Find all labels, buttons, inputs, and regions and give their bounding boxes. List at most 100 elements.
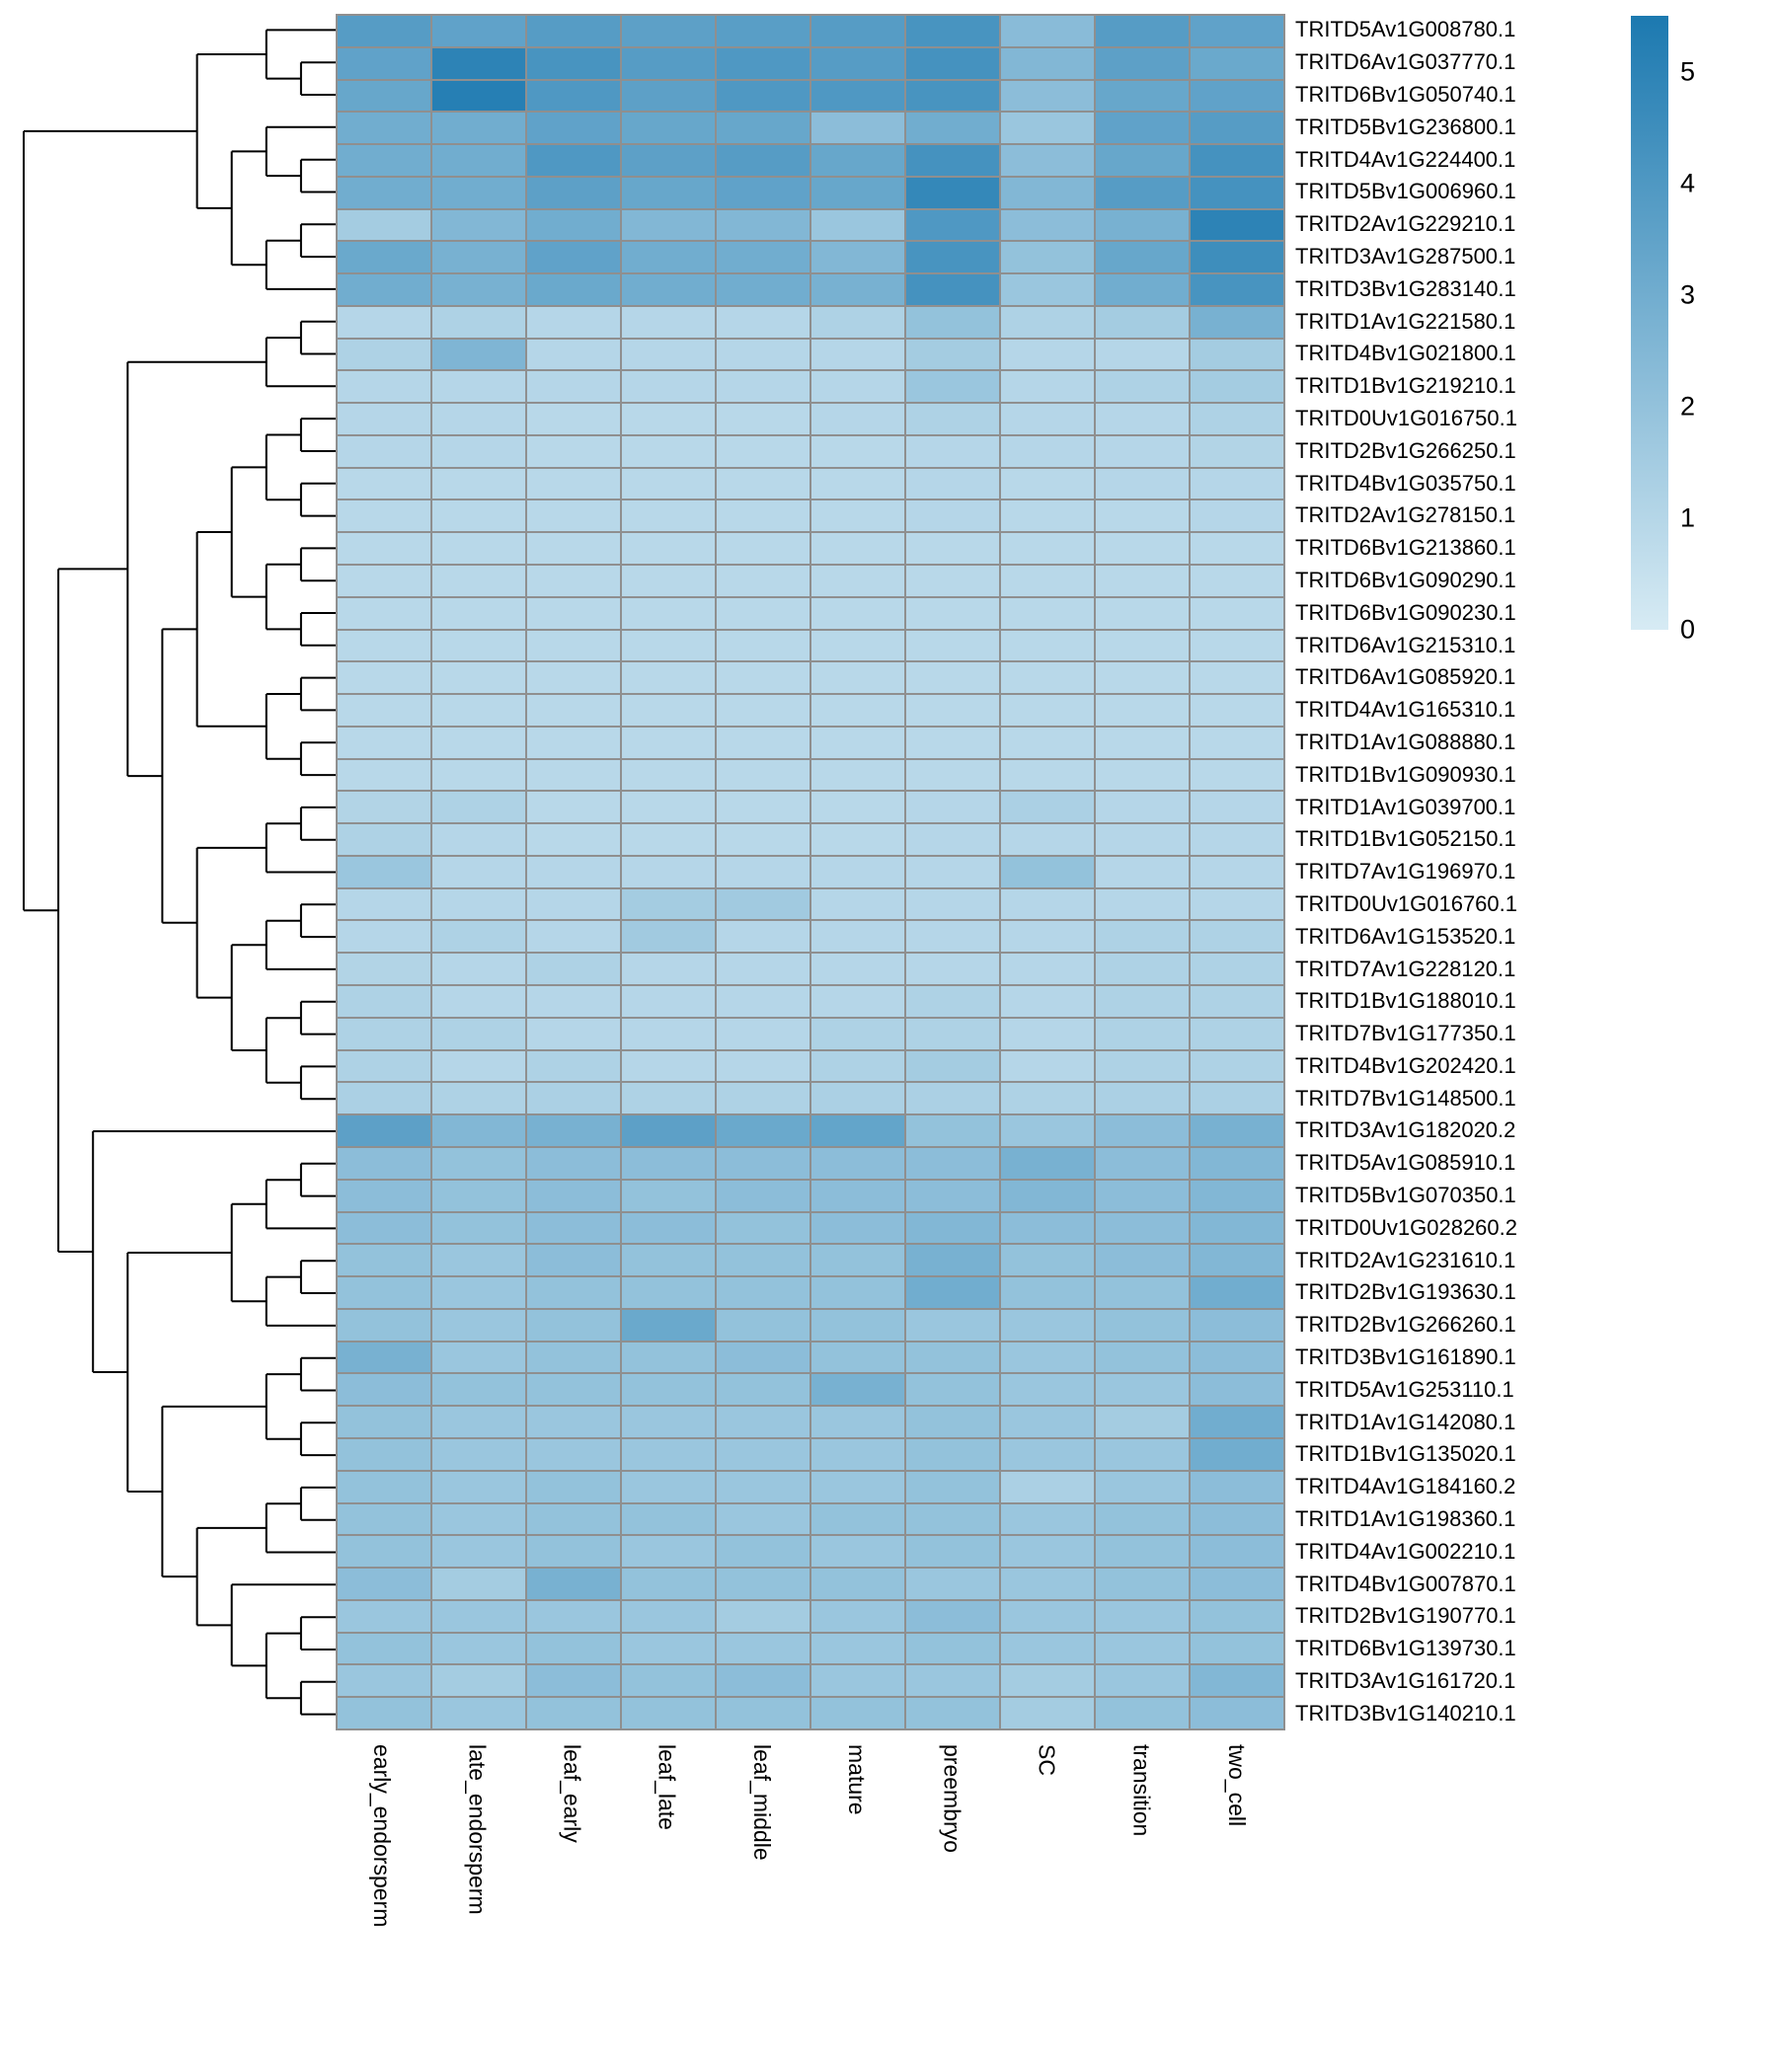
- heatmap-cell: [717, 1471, 810, 1502]
- heatmap-cell: [1191, 339, 1283, 370]
- heatmap-cell: [1001, 1147, 1094, 1179]
- heatmap-cell: [527, 597, 620, 629]
- heatmap-cell: [432, 1018, 525, 1049]
- legend-tick-label: 3: [1680, 279, 1696, 310]
- heatmap-cell: [1096, 954, 1189, 985]
- heatmap-cell: [906, 1115, 999, 1146]
- heatmap-cell: [906, 1277, 999, 1308]
- heatmap-cell: [338, 630, 430, 661]
- heatmap-cell: [906, 113, 999, 144]
- heatmap-cell: [1096, 339, 1189, 370]
- heatmap-cell: [1191, 209, 1283, 241]
- heatmap-cell: [432, 727, 525, 758]
- heatmap-cell: [717, 274, 810, 305]
- heatmap-cell: [811, 47, 904, 79]
- heatmap-cell: [717, 1342, 810, 1373]
- heatmap-cell: [1001, 1569, 1094, 1599]
- heatmap-cell: [622, 1050, 715, 1082]
- heatmap-cell: [338, 1569, 430, 1599]
- heatmap-cell: [717, 16, 810, 46]
- heatmap-cell: [432, 1569, 525, 1599]
- heatmap-cell: [906, 1471, 999, 1502]
- heatmap-cell: [622, 792, 715, 823]
- heatmap-cell: [717, 242, 810, 273]
- heatmap-cell: [432, 209, 525, 241]
- heatmap-cell: [717, 1277, 810, 1308]
- heatmap-cell: [1096, 16, 1189, 46]
- heatmap-cell: [717, 1245, 810, 1276]
- heatmap-cell: [432, 113, 525, 144]
- heatmap-cell: [527, 274, 620, 305]
- row-label: TRITD2Av1G231610.1: [1295, 1247, 1516, 1272]
- heatmap-cell: [338, 371, 430, 403]
- heatmap-cell: [527, 630, 620, 661]
- heatmap-cell: [1191, 888, 1283, 920]
- heatmap-cell: [527, 986, 620, 1017]
- heatmap-cell: [1096, 759, 1189, 791]
- heatmap-cell: [717, 1503, 810, 1535]
- heatmap-cell: [338, 47, 430, 79]
- heatmap-cell: [622, 47, 715, 79]
- row-label: TRITD3Bv1G161890.1: [1295, 1344, 1516, 1370]
- column-label: preembryo: [939, 1744, 965, 1853]
- column-label: leaf_late: [654, 1744, 680, 1830]
- heatmap-cell: [906, 1698, 999, 1728]
- heatmap-cell: [811, 1600, 904, 1632]
- heatmap-cell: [1191, 500, 1283, 532]
- heatmap-cell: [622, 1536, 715, 1568]
- heatmap-cell: [717, 566, 810, 596]
- heatmap-cell: [432, 1083, 525, 1114]
- heatmap-cell: [338, 274, 430, 305]
- heatmap-cell: [622, 209, 715, 241]
- heatmap-cell: [1096, 371, 1189, 403]
- heatmap-cell: [527, 371, 620, 403]
- heatmap-cell: [717, 662, 810, 694]
- heatmap-cell: [622, 339, 715, 370]
- heatmap-cell: [1191, 404, 1283, 434]
- heatmap-cell: [1001, 1245, 1094, 1276]
- heatmap-cell: [1096, 1536, 1189, 1568]
- heatmap-cell: [338, 500, 430, 532]
- heatmap-cell: [432, 1147, 525, 1179]
- heatmap-cell: [906, 1536, 999, 1568]
- heatmap-cell: [1001, 1018, 1094, 1049]
- heatmap-cell: [906, 630, 999, 661]
- heatmap-cell: [338, 177, 430, 208]
- heatmap-cell: [338, 1245, 430, 1276]
- heatmap-cell: [811, 339, 904, 370]
- heatmap-cell: [906, 1245, 999, 1276]
- heatmap-cell: [1001, 1115, 1094, 1146]
- heatmap-cell: [811, 1180, 904, 1211]
- heatmap-cell: [432, 1503, 525, 1535]
- heatmap-cell: [1001, 759, 1094, 791]
- heatmap-cell: [432, 1633, 525, 1664]
- heatmap-cell: [1001, 1471, 1094, 1502]
- heatmap-cell: [432, 759, 525, 791]
- row-label: TRITD4Av1G184160.2: [1295, 1474, 1516, 1499]
- heatmap-cell: [1096, 1665, 1189, 1697]
- heatmap-cell: [717, 1147, 810, 1179]
- heatmap-cell: [432, 824, 525, 855]
- heatmap-cell: [432, 1050, 525, 1082]
- heatmap-cell: [338, 1342, 430, 1373]
- row-label: TRITD0Uv1G028260.2: [1295, 1214, 1517, 1240]
- heatmap-cell: [1191, 1471, 1283, 1502]
- heatmap-cell: [906, 1309, 999, 1341]
- heatmap-cell: [1096, 597, 1189, 629]
- heatmap-cell: [1191, 1212, 1283, 1244]
- heatmap-cell: [338, 1309, 430, 1341]
- heatmap-cell: [622, 1342, 715, 1373]
- heatmap-cell: [338, 435, 430, 467]
- heatmap-cell: [622, 1309, 715, 1341]
- heatmap-cell: [622, 242, 715, 273]
- row-label: TRITD1Bv1G188010.1: [1295, 988, 1516, 1014]
- heatmap-cell: [527, 954, 620, 985]
- heatmap-cell: [1001, 954, 1094, 985]
- heatmap-cell: [338, 1277, 430, 1308]
- heatmap-cell: [811, 597, 904, 629]
- heatmap-cell: [527, 16, 620, 46]
- heatmap-cell: [1191, 16, 1283, 46]
- heatmap-cell: [1096, 274, 1189, 305]
- heatmap-cell: [1096, 695, 1189, 726]
- heatmap-cell: [717, 986, 810, 1017]
